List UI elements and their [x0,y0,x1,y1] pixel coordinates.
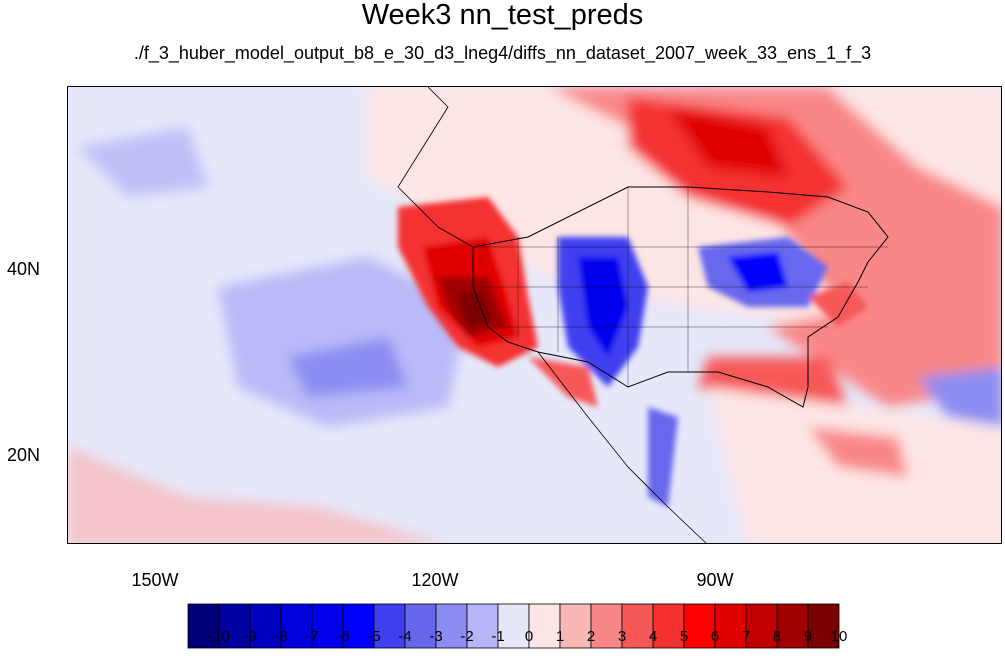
coastline-mexico [537,351,707,543]
colorbar-swatch [528,603,561,649]
colorbar-tick-label: -8 [274,628,288,645]
colorbar-swatch [435,603,468,649]
colorbar-tick-label: 4 [648,628,658,645]
lat-label-40n: 40N [6,259,40,279]
strong-anomaly-layer [398,197,868,507]
map-panel [67,86,1002,544]
colorbar-tick-label: -5 [367,628,381,645]
colorbar-tick-label: -2 [460,628,474,645]
colorbar-swatch [342,603,375,649]
colorbar-swatch [187,603,220,649]
colorbar-tick-label: -1 [491,628,505,645]
colorbar-swatch [652,603,685,649]
colorbar-swatch [466,603,499,649]
plot-subtitle: ./f_3_huber_model_output_b8_e_30_d3_lneg… [133,43,872,63]
light-anomaly-layer [68,87,1001,543]
plot-title: Week3 nn_test_preds [361,0,644,31]
colorbar-swatch [683,603,716,649]
anomaly-field-map [68,87,1001,543]
colorbar-tick-label: 9 [803,628,813,645]
colorbar-tick-label: -4 [398,628,412,645]
colorbar-tick-label: -9 [243,628,257,645]
colorbar-tick-label: 6 [710,628,720,645]
colorbar-tick-label: 1 [555,628,565,645]
colorbar-swatch [776,603,809,649]
colorbar-tick-label: 3 [617,628,627,645]
colorbar-swatch [404,603,437,649]
colorbar-swatch [590,603,623,649]
state-boundaries [473,187,888,387]
colorbar-swatch [559,603,592,649]
colorbar-swatch [807,603,840,649]
colorbar-tick-label: -3 [429,628,443,645]
colorbar-tick-label: -6 [336,628,350,645]
lon-label-90w: 90W [696,570,734,590]
lon-label-150w: 150W [131,570,179,590]
colorbar-swatch [218,603,251,649]
colorbar-tick-label: 0 [524,628,534,645]
lat-label-20n: 20N [6,445,40,465]
colorbar-tick-label: 5 [679,628,689,645]
colorbar-tick-label: 10 [830,628,848,645]
colorbar-tick-label: 8 [772,628,782,645]
colorbar-swatch [373,603,406,649]
lon-label-120w: 120W [411,570,459,590]
colorbar-tick-label: 7 [741,628,751,645]
coastline-us [472,186,889,408]
colorbar-tick-label: -7 [305,628,319,645]
coastline-northwest [397,87,474,248]
colorbar-swatch [745,603,778,649]
colorbar-swatch [621,603,654,649]
colorbar-tick-label: -10 [208,628,230,645]
colorbar-swatch [714,603,747,649]
colorbar-tick-label: 2 [586,628,596,645]
